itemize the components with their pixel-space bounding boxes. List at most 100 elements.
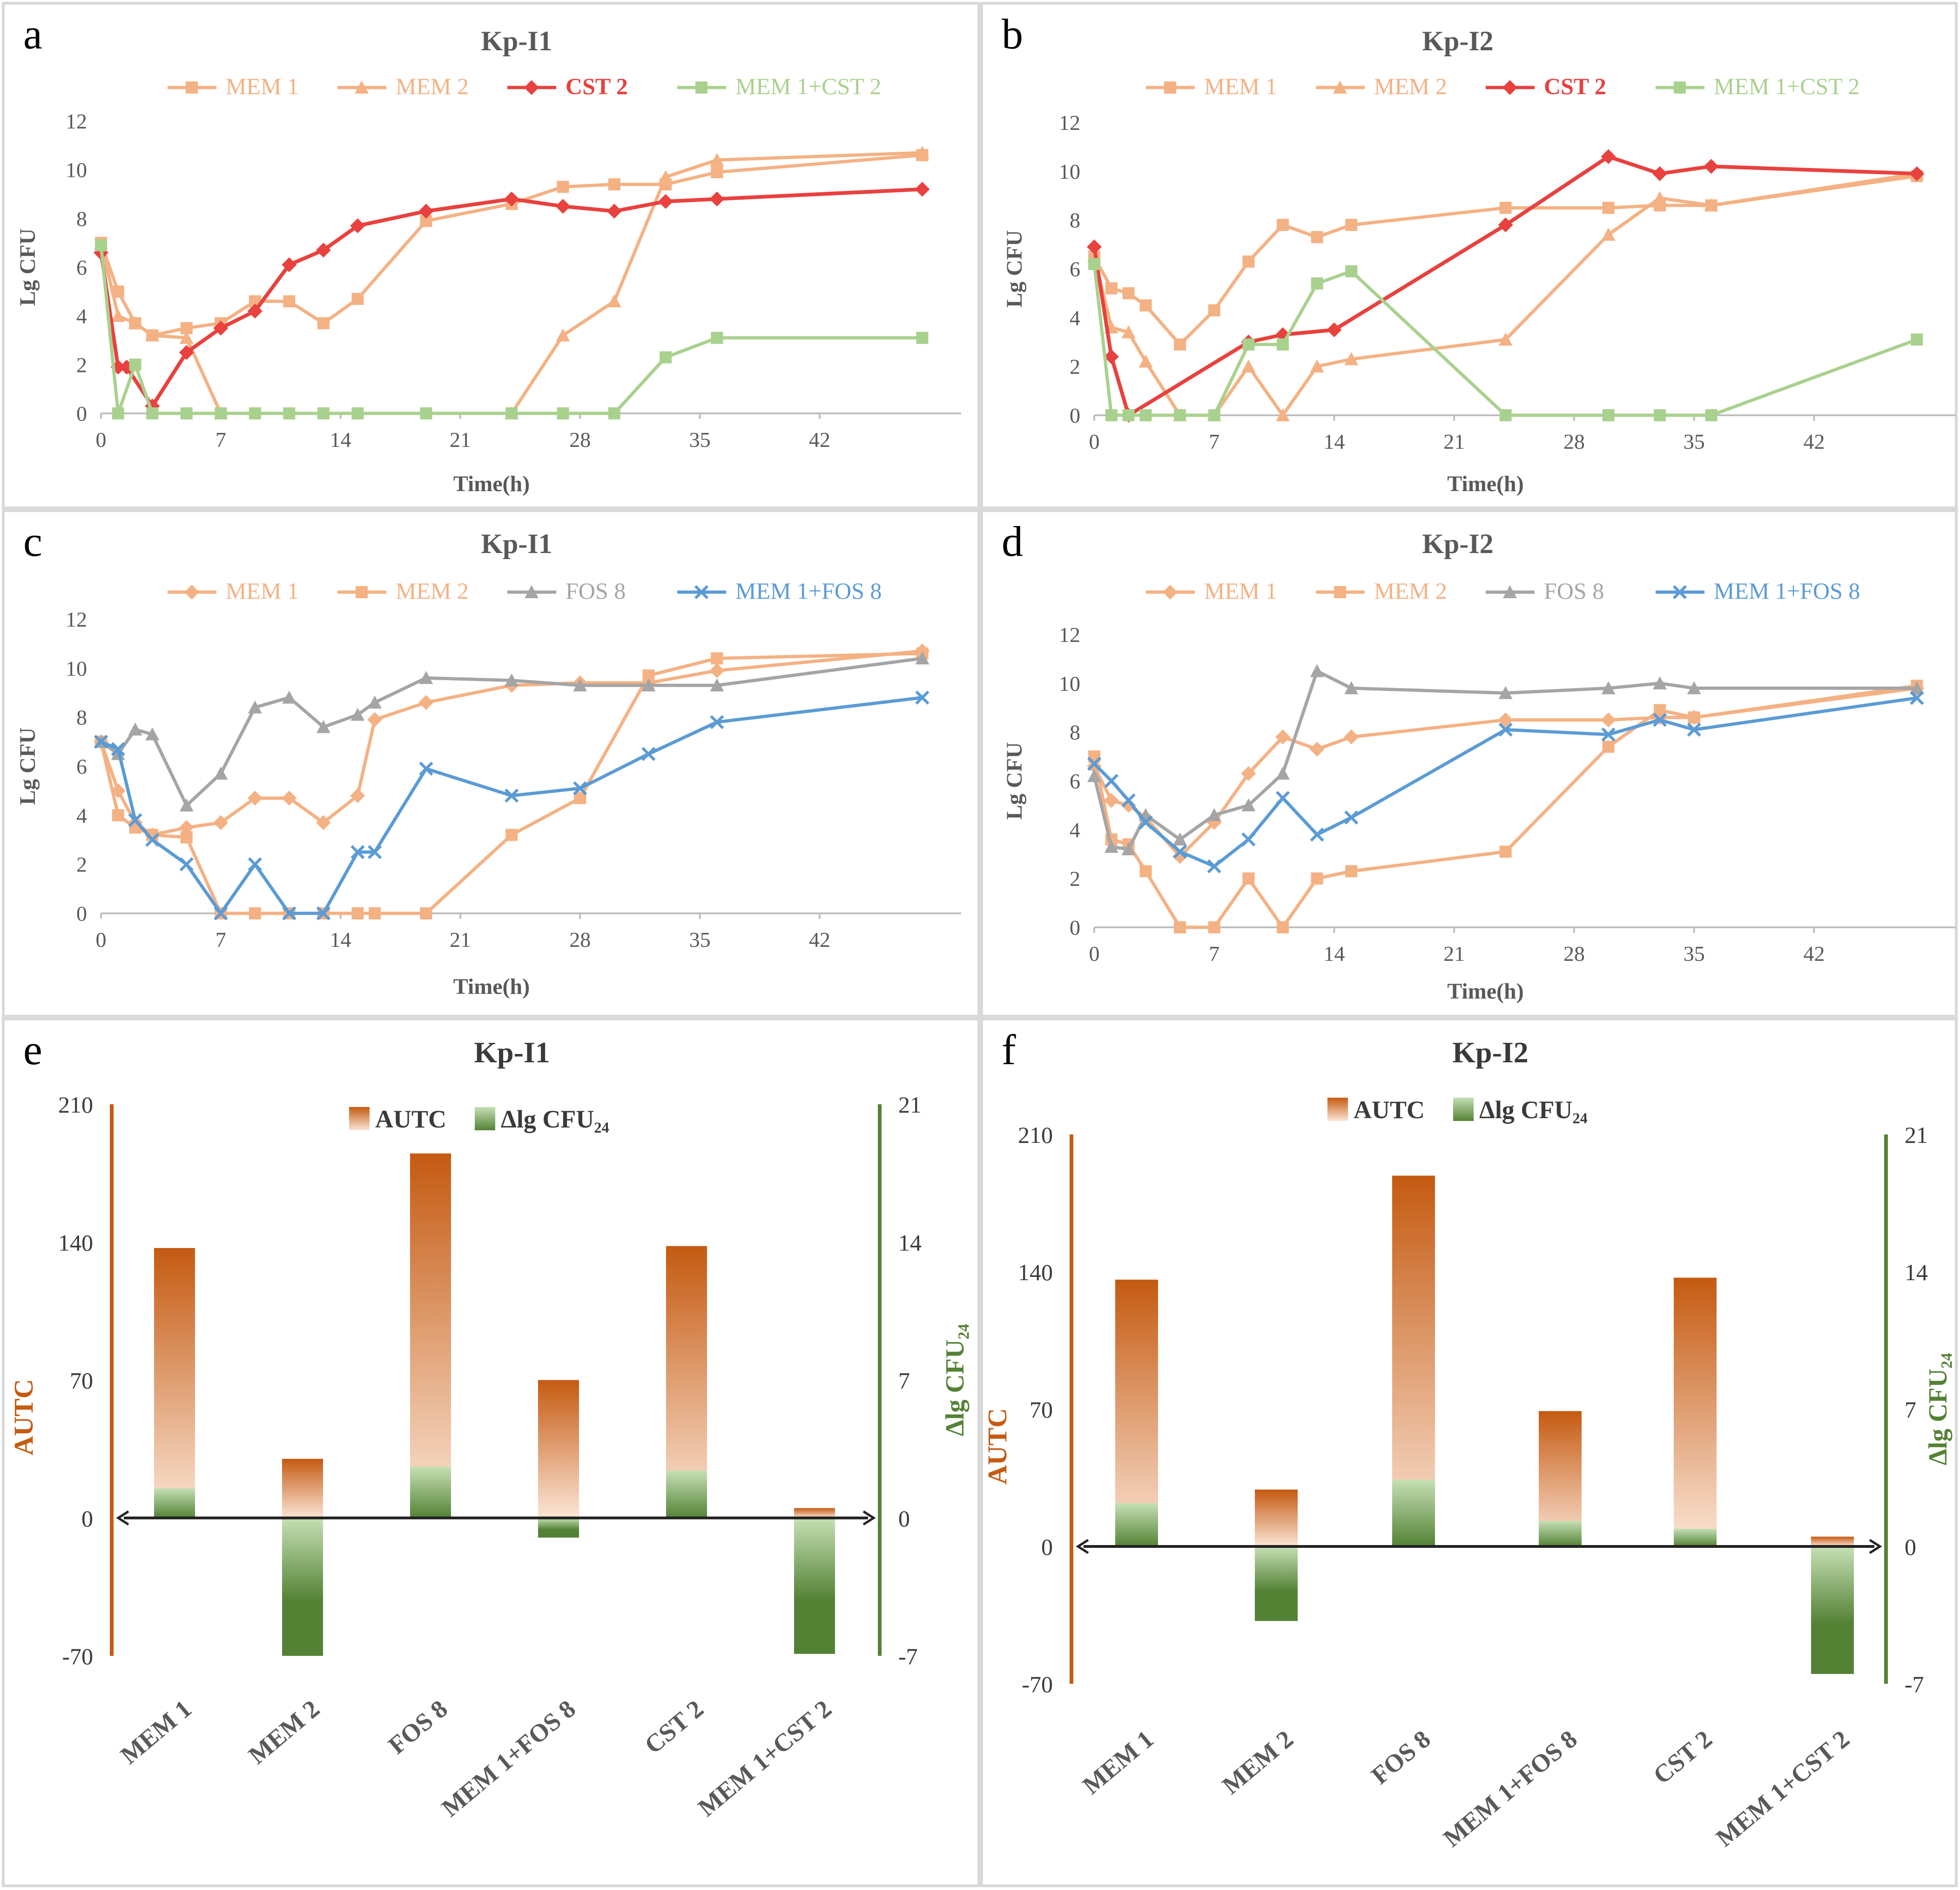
series-line: [1092, 155, 1917, 417]
data-point: [711, 652, 723, 665]
data-point: [557, 407, 569, 419]
data-point: [1104, 793, 1119, 808]
category-label: MEM 1+FOS 8: [436, 1694, 580, 1822]
data-point: [1344, 729, 1359, 745]
data-point: [249, 907, 261, 919]
data-point: [1499, 202, 1512, 214]
data-point: [249, 407, 261, 419]
data-point: [112, 809, 124, 822]
dlg-cfu-bar: [410, 1466, 451, 1518]
dlg-cfu-bar: [282, 1518, 323, 1656]
legend-item: Δlg CFU₂₄: [1453, 1096, 1588, 1124]
data-point: [247, 790, 263, 806]
data-point: [1242, 338, 1255, 351]
data-point: [1275, 791, 1290, 805]
data-point: [111, 742, 125, 756]
data-point: [317, 407, 330, 419]
x-tick-label: 14: [1323, 430, 1345, 453]
legend-label: MEM 1+CST 2: [1714, 73, 1859, 99]
y-axis-label: Lg CFU: [1002, 230, 1027, 308]
data-point: [1705, 409, 1718, 421]
data-point: [915, 182, 930, 197]
data-point: [316, 243, 331, 258]
series-mem-1-cst-2: [1088, 258, 1923, 421]
data-point: [505, 789, 519, 803]
data-point: [573, 781, 587, 796]
data-point: [1139, 865, 1152, 878]
data-point: [1104, 840, 1118, 853]
y-right-tick-label: 0: [898, 1505, 910, 1532]
panel-a: a Kp-I1 MEM 1 MEM 2 CST 2 MEM 1+CST 2 0 2 4 6 8 10…: [2, 2, 980, 509]
zero-axis: [116, 1510, 876, 1526]
y-right-tick-label: 7: [898, 1368, 910, 1394]
series-mem-2: [94, 146, 929, 419]
y-tick-label: 2: [76, 853, 87, 877]
y-right-axis-label: Δlg CFU₂₄: [941, 1324, 970, 1437]
legend-marker: [184, 585, 199, 600]
y-right-tick-label: -7: [898, 1643, 918, 1669]
data-point: [1105, 282, 1118, 295]
data-point: [606, 203, 622, 219]
data-point: [1241, 766, 1256, 781]
legend-marker: [1164, 81, 1176, 94]
x-axis-label: Time(h): [453, 472, 530, 496]
panel-f: f Kp-I2 AUTC Δlg CFU₂₄ -70 0 70 140 210 -7 0 7 14 21…: [980, 1018, 1958, 1887]
legend-item: MEM 2: [1316, 73, 1447, 99]
y-tick-label: 12: [1059, 111, 1080, 135]
data-point: [1121, 797, 1136, 813]
data-point: [710, 715, 724, 729]
data-point: [95, 239, 107, 251]
series-line: [99, 153, 923, 338]
data-point: [1498, 686, 1513, 699]
series-mem-1: [1088, 170, 1923, 351]
category-group: MEM 1+CST 2: [1711, 1536, 1855, 1852]
legend-item: FOS 8: [507, 578, 626, 604]
data-point: [1174, 921, 1186, 933]
data-point: [128, 813, 142, 827]
data-point: [915, 690, 929, 705]
category-group: MEM 1: [1077, 1279, 1159, 1800]
autc-bar: [154, 1248, 195, 1518]
x-tick-label: 28: [569, 928, 591, 952]
legend-label: MEM 1+CST 2: [735, 73, 881, 99]
legend-label: MEM 2: [396, 73, 469, 99]
data-point: [317, 317, 330, 330]
data-point: [1277, 219, 1289, 231]
series-mem-1: [1087, 681, 1925, 864]
category-group: MEM 1+FOS 8: [436, 1380, 581, 1822]
category-group: MEM 2: [1217, 1489, 1299, 1800]
series-mem-1-fos-8: [94, 690, 929, 921]
data-point: [709, 663, 725, 678]
data-point: [573, 678, 587, 692]
x-tick-label: 28: [569, 428, 591, 452]
category-group: CST 2: [1648, 1277, 1718, 1789]
panel-c: c Kp-I1 MEM 1 MEM 2 FOS 8 MEM 1+FOS 8 0 2 4 6 8 10…: [2, 509, 980, 1018]
data-point: [1601, 727, 1616, 742]
data-point: [351, 407, 364, 419]
data-point: [1310, 827, 1324, 842]
data-point: [316, 906, 331, 921]
data-point: [1654, 409, 1666, 421]
autc-bar: [1115, 1279, 1158, 1546]
dlg-cfu-bar: [1115, 1503, 1158, 1546]
autc-bar: [410, 1153, 451, 1518]
chart-title: Kp-I2: [1422, 26, 1493, 56]
data-point: [505, 407, 518, 419]
legend-item: MEM 2: [1316, 578, 1447, 604]
legend-item: MEM 2: [337, 578, 469, 604]
data-point: [556, 328, 570, 342]
y-tick-label: 2: [1070, 355, 1080, 378]
dlg-cfu-bar: [666, 1471, 707, 1518]
y-left-tick-label: 0: [81, 1505, 93, 1532]
data-point: [1174, 409, 1186, 421]
y-tick-label: 8: [76, 207, 87, 230]
dlg-cfu-bar: [794, 1518, 835, 1654]
data-point: [1122, 409, 1135, 421]
x-axis-label: Time(h): [453, 974, 530, 999]
y-left-tick-label: 140: [58, 1229, 93, 1256]
data-point: [1687, 722, 1701, 737]
y-tick-label: 2: [76, 353, 87, 377]
data-point: [660, 351, 672, 364]
data-point: [1687, 681, 1701, 695]
legend-item: MEM 1: [1146, 578, 1277, 604]
